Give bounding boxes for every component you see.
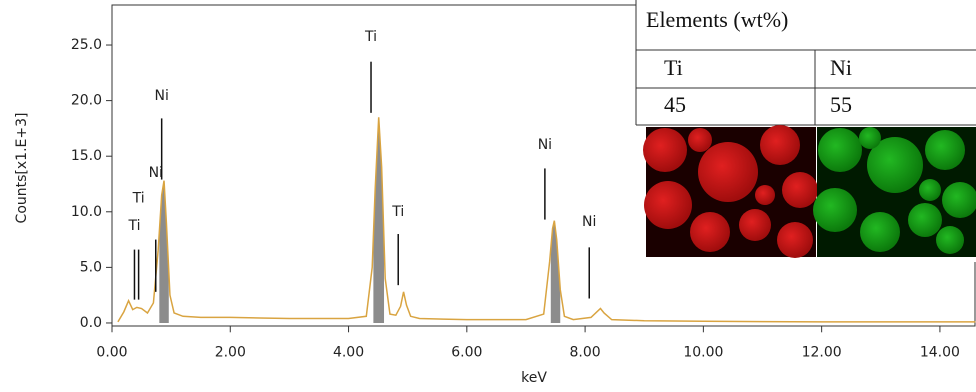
- y-tick-label: 20.0: [71, 93, 102, 109]
- x-tick-label: 0.00: [96, 344, 127, 360]
- peak-label: Ti: [364, 29, 377, 45]
- peak-label: Ni: [582, 214, 596, 230]
- table-cell: 45: [664, 92, 686, 117]
- x-tick-label: 6.00: [451, 344, 482, 360]
- y-tick-label: 0.0: [80, 315, 102, 331]
- peak-label: Ni: [154, 88, 168, 104]
- y-tick-label: 25.0: [71, 37, 102, 53]
- y-tick-label: 5.0: [80, 259, 102, 275]
- y-axis-label: Counts[x1.E+3]: [14, 113, 30, 224]
- table-header: Ni: [830, 55, 852, 80]
- x-tick-label: 12.00: [802, 344, 842, 360]
- table-header: Ti: [664, 55, 683, 80]
- peak-label: Ti: [127, 218, 140, 234]
- chart: keV Counts[x1.E+3] 0.0 5.0 10.0 15.0 20.0 25.…: [0, 0, 976, 392]
- x-tick-label: 10.00: [683, 344, 723, 360]
- x-tick-label: 14.00: [920, 344, 960, 360]
- ni-map: [813, 127, 976, 257]
- x-tick-label: 8.00: [570, 344, 601, 360]
- x-tick-label: 4.00: [333, 344, 364, 360]
- y-tick-label: 15.0: [71, 148, 102, 164]
- ti-map: [643, 125, 818, 258]
- x-axis-label: keV: [521, 370, 547, 386]
- x-tick-label: 2.00: [215, 344, 246, 360]
- table-title: Elements (wt%): [646, 7, 788, 32]
- peak-label: Ti: [391, 204, 404, 220]
- inset: Elements (wt%) Ti Ni 45 55: [636, 0, 976, 262]
- table-cell: 55: [830, 92, 852, 117]
- peak-label: Ti: [132, 190, 145, 206]
- peak-label: Ni: [538, 137, 552, 153]
- y-tick-label: 10.0: [71, 204, 102, 220]
- peak-label: Ni: [149, 165, 163, 181]
